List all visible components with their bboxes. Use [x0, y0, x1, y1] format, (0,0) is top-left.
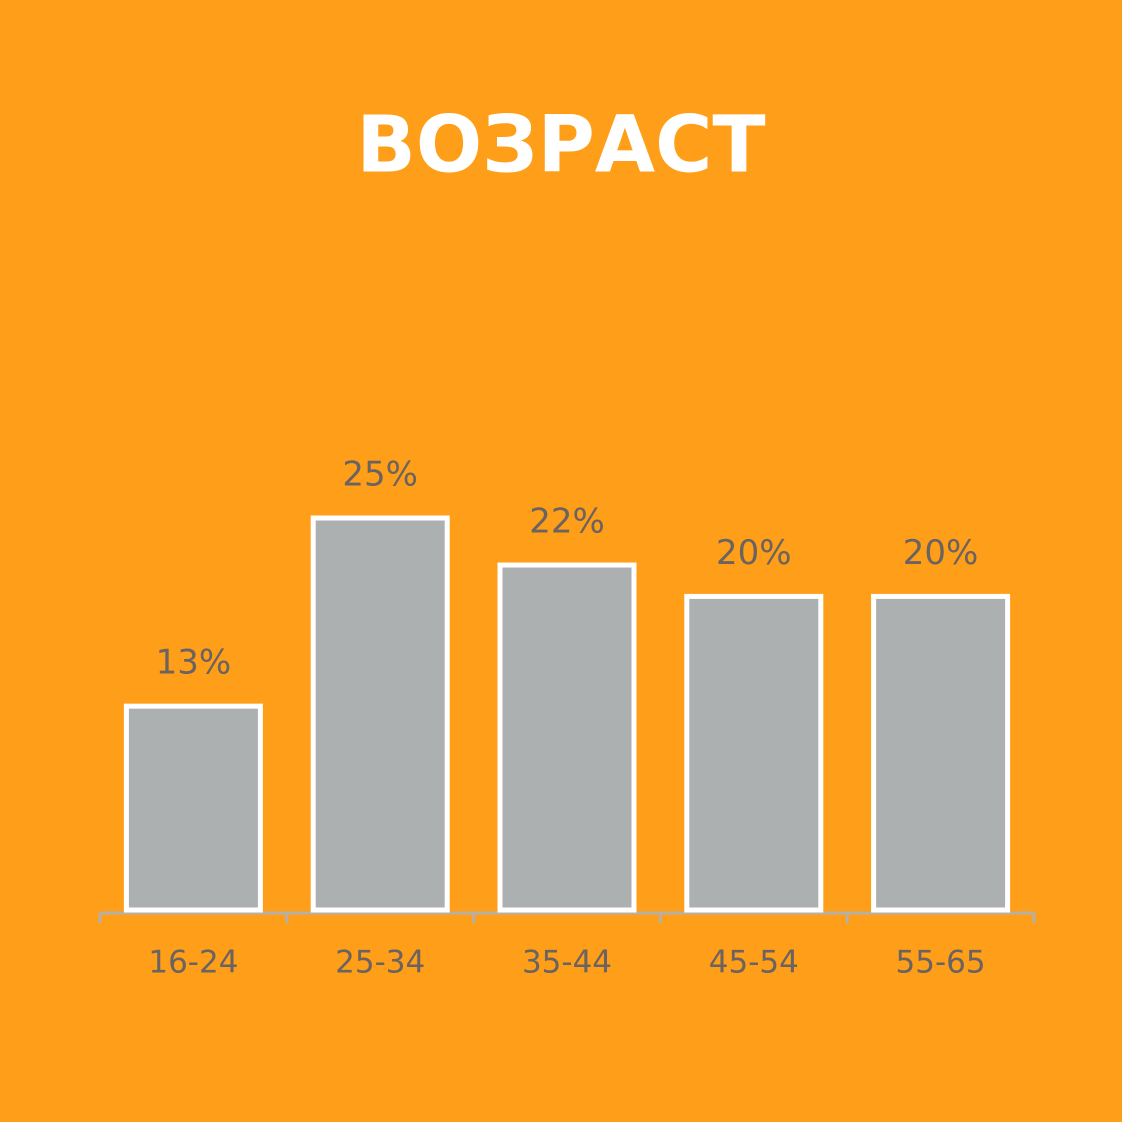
x-tick-label: 55-65 — [896, 945, 986, 981]
value-label: 13% — [156, 643, 232, 683]
chart-title: ВОЗРАСТ — [356, 100, 765, 190]
bar — [871, 593, 1011, 913]
value-label: 20% — [903, 533, 979, 573]
x-tick-label: 45-54 — [709, 945, 799, 981]
value-label: 25% — [342, 455, 418, 495]
value-label: 20% — [716, 533, 792, 573]
bar — [684, 593, 824, 913]
bar — [497, 562, 637, 913]
bar — [310, 515, 450, 913]
bar — [123, 703, 263, 913]
x-tick-label: 16-24 — [148, 945, 238, 981]
value-label: 22% — [529, 502, 605, 542]
x-tick-label: 25-34 — [335, 945, 425, 981]
x-tick-label: 35-44 — [522, 945, 612, 981]
